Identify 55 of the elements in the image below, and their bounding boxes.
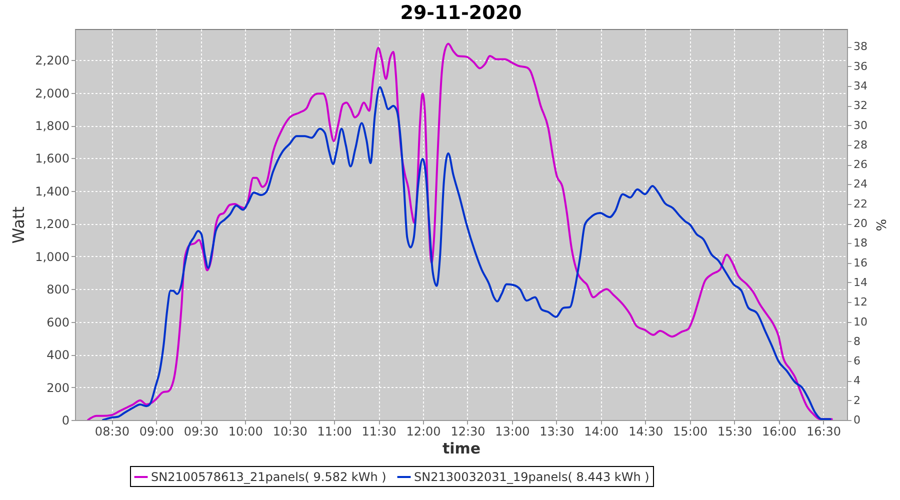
x-tick-label: 14:00 [584,424,619,438]
x-tick-label: 09:30 [184,424,218,438]
x-tick-label: 08:30 [94,424,130,438]
y2-tick-label: 36 [854,60,868,73]
y-tick-label: 1,800 [35,119,70,134]
y-tick-label: 2,000 [35,86,70,100]
y-tick-label: 1,600 [35,152,70,166]
y2-tick-label: 14 [854,276,868,289]
y2-tick-label: 38 [854,40,868,54]
y2-tick-label: 2 [854,394,860,407]
y-tick-label: 0 [62,414,70,428]
y2-tick-label: 26 [854,158,868,172]
y2-tick-label: 16 [854,256,868,270]
y2-tick-label: 32 [854,99,868,112]
x-tick-label: 11:30 [362,424,396,438]
y-tick-label: 1,400 [35,184,70,198]
y-axis-title: Watt [9,206,28,244]
y2-tick-label: 4 [854,374,860,388]
y2-tick-label: 24 [854,178,868,191]
y2-axis-title: % [872,218,888,232]
legend-label: SN2100578613_21panels( 9.582 kWh ) [151,470,386,484]
x-tick-label: 10:30 [272,424,308,438]
y2-tick-label: 0 [854,414,860,426]
x-tick-label: 10:00 [228,424,263,438]
x-tick-label: 16:30 [806,424,842,438]
y-tick-label: 1,000 [35,250,70,264]
y2-tick-label: 12 [854,296,868,309]
y2-tick-label: 10 [854,315,868,328]
x-tick-label: 09:00 [139,424,174,438]
x-tick-label: 12:30 [450,424,486,438]
y2-tick-label: 22 [854,197,868,210]
y2-tick-label: 18 [854,236,868,250]
x-tick-label: 11:00 [317,424,352,438]
x-tick-label: 15:00 [673,424,708,438]
x-tick-label: 15:30 [718,424,752,438]
x-tick-label: 13:00 [495,424,530,438]
x-axis-title: time [442,440,481,458]
y-tick-label: 800 [46,282,70,297]
y2-tick-label: 34 [854,79,868,92]
y-tick-label: 600 [46,315,70,330]
x-tick-label: 13:30 [540,424,574,438]
legend-label: SN2130032031_19panels( 8.443 kWh ) [414,470,650,484]
y2-tick-label: 30 [854,118,868,132]
chart-title: 29-11-2020 [400,2,522,24]
y2-tick-label: 6 [854,354,860,368]
x-tick-label: 16:00 [762,424,797,438]
x-tick-label: 12:00 [406,424,441,438]
y-tick-label: 400 [46,348,70,362]
y-tick-label: 2,200 [35,54,70,68]
y2-tick-label: 28 [854,138,868,152]
y-tick-label: 200 [46,380,70,395]
y2-tick-label: 20 [854,217,868,230]
x-tick-label: 14:30 [628,424,664,438]
y-tick-label: 1,200 [35,217,70,232]
y2-tick-label: 8 [854,334,860,348]
